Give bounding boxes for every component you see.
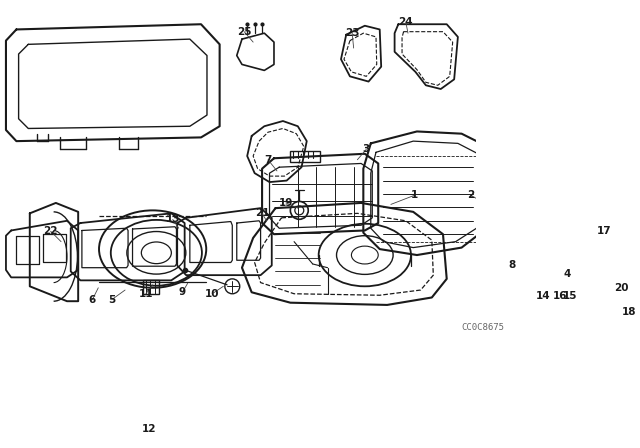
Bar [536,279,552,292]
Text: 17: 17 [597,226,612,236]
Bar [291,151,320,162]
Ellipse shape [628,302,635,312]
Text: 4: 4 [564,269,571,279]
Text: 18: 18 [622,307,636,317]
Text: 15: 15 [563,291,577,301]
Text: 19: 19 [278,198,293,208]
Bar [143,280,159,294]
Text: 3: 3 [363,144,370,154]
Text: 23: 23 [345,28,360,38]
Bar [557,279,573,292]
Text: 11: 11 [139,289,153,299]
Text: 13: 13 [166,214,180,224]
Text: 8: 8 [509,260,516,271]
Bar [579,279,596,292]
Text: 2: 2 [467,190,474,200]
Text: 14: 14 [536,291,551,301]
Text: 1: 1 [410,190,417,200]
Text: 10: 10 [205,289,220,299]
Text: 9: 9 [179,287,186,297]
Text: 24: 24 [399,17,413,27]
Text: 22: 22 [44,226,58,236]
Text: 25: 25 [237,27,252,37]
Text: 6: 6 [89,295,96,305]
Bar [483,266,503,282]
Text: 21: 21 [255,208,269,218]
Text: 16: 16 [552,291,567,301]
Ellipse shape [111,220,202,286]
Text: 7: 7 [264,155,272,165]
Text: 5: 5 [108,295,115,305]
Text: 20: 20 [614,283,629,293]
Text: CC0C8675: CC0C8675 [461,323,504,332]
Text: 12: 12 [141,424,156,434]
